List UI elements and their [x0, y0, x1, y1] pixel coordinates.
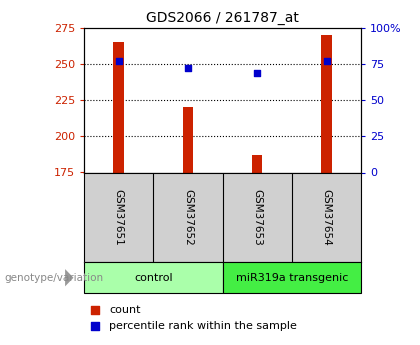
Bar: [252, 155, 262, 172]
Point: [92, 323, 98, 329]
Point: [92, 307, 98, 313]
Title: GDS2066 / 261787_at: GDS2066 / 261787_at: [146, 11, 299, 25]
Text: miR319a transgenic: miR319a transgenic: [236, 273, 348, 283]
Point: [115, 58, 122, 64]
Bar: [321, 35, 332, 172]
Text: control: control: [134, 273, 173, 283]
Point: [254, 70, 260, 75]
Text: GSM37654: GSM37654: [322, 189, 331, 246]
Bar: [223, 262, 361, 293]
Text: genotype/variation: genotype/variation: [4, 273, 103, 283]
Text: count: count: [109, 305, 140, 315]
Bar: [84, 262, 223, 293]
Bar: [113, 42, 124, 172]
Point: [323, 58, 330, 64]
Text: percentile rank within the sample: percentile rank within the sample: [109, 321, 297, 331]
Text: GSM37651: GSM37651: [114, 189, 123, 246]
Text: GSM37652: GSM37652: [183, 189, 193, 246]
Point: [185, 66, 192, 71]
Bar: [183, 107, 193, 172]
Text: GSM37653: GSM37653: [252, 189, 262, 246]
